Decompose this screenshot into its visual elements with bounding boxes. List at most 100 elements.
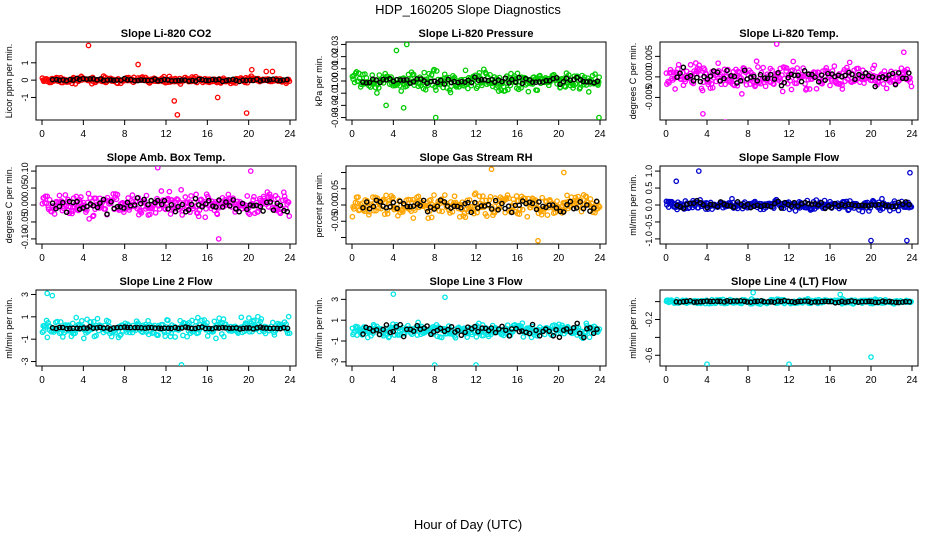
overlay-point (373, 327, 380, 333)
x-tick-label: 8 (745, 253, 751, 264)
data-point (250, 197, 256, 203)
overlay-point (488, 206, 495, 212)
overlay-point (801, 68, 808, 74)
overlay-point (165, 325, 172, 332)
overlay-point (553, 75, 560, 81)
overlay-point (859, 202, 865, 208)
overlay-point (284, 208, 291, 215)
overlay-point (563, 326, 570, 332)
y-tick-label: -0.5 (644, 214, 654, 230)
data-point (86, 215, 93, 222)
overlay-point (387, 329, 394, 336)
data-point (433, 87, 439, 93)
panel-title: Slope Amb. Box Temp. (107, 152, 226, 164)
data-point (152, 209, 159, 216)
overlay-point (94, 325, 100, 331)
overlay-point (869, 74, 876, 80)
x-tick-label: 16 (512, 375, 524, 386)
outlier-point (868, 354, 874, 360)
data-point (205, 195, 212, 201)
y-tick-label: -1.0 (644, 231, 654, 247)
overlay-point (366, 79, 373, 86)
data-point (257, 318, 264, 325)
overlay-point (791, 199, 798, 206)
x-tick-label: 24 (906, 253, 918, 264)
y-axis-label: ml/min per min. (628, 174, 638, 236)
data-point (668, 69, 674, 76)
overlay-point (761, 75, 768, 81)
x-tick-label: 4 (81, 375, 87, 386)
overlay-point (516, 202, 523, 209)
data-point (572, 81, 579, 87)
data-point (285, 199, 292, 206)
overlay-point (798, 78, 805, 85)
overlay-point (708, 201, 714, 208)
overlay-point (526, 330, 533, 337)
data-point (564, 192, 570, 199)
overlay-point (564, 201, 570, 208)
overlay-point (502, 75, 509, 81)
y-tick-label: -0.10 (20, 229, 30, 250)
overlay-point (714, 203, 721, 210)
x-tick-label: 8 (432, 253, 438, 264)
overlay-point (741, 67, 748, 74)
overlay-point (377, 199, 384, 205)
data-point (281, 193, 288, 200)
y-tick-label: 0.005 (644, 45, 654, 68)
overlay-point (410, 328, 417, 334)
series-points (663, 42, 915, 120)
overlay-point (839, 298, 845, 305)
overlay-point (284, 76, 290, 83)
overlay-point (805, 298, 812, 305)
overlay-point (690, 78, 697, 84)
data-point (790, 58, 797, 65)
overlay-point (161, 197, 168, 204)
outlier-point (773, 42, 780, 47)
overlay-point (570, 325, 577, 331)
series-points (39, 290, 293, 366)
data-point (421, 69, 428, 76)
data-point (172, 334, 179, 340)
data-point (269, 319, 276, 326)
outlier-point (269, 68, 276, 75)
data-point (690, 80, 697, 87)
data-point (583, 320, 590, 327)
data-point (516, 211, 523, 217)
overlay-point (533, 206, 540, 213)
overlay-point (424, 323, 430, 329)
data-point (286, 213, 293, 219)
data-point (879, 195, 885, 202)
overlay-point (243, 325, 250, 331)
data-point (73, 314, 80, 321)
overlay-point (138, 77, 144, 83)
data-point (760, 64, 767, 71)
data-point (517, 205, 523, 212)
series-points (39, 42, 293, 118)
y-tick-label: -0.02 (330, 95, 340, 116)
overlay-point (266, 76, 273, 83)
overlay-point (775, 69, 781, 76)
overlay-point (818, 200, 825, 206)
outlier-point (473, 362, 479, 366)
figure-title: HDP_160205 Slope Diagnostics (375, 2, 561, 17)
overlay-point (717, 78, 724, 84)
overlay-point (587, 325, 593, 331)
data-point (462, 67, 469, 74)
data-point (129, 192, 136, 198)
overlay-point (744, 299, 751, 305)
x-tick-label: 0 (349, 253, 355, 264)
overlay-point (724, 297, 731, 304)
overlay-point (400, 200, 407, 207)
data-point (502, 87, 509, 94)
overlay-point (100, 196, 107, 203)
data-point (409, 196, 416, 203)
overlay-point (185, 324, 192, 331)
y-tick-label: 0.00 (330, 72, 340, 90)
x-tick-label: 12 (160, 253, 172, 264)
x-tick-label: 4 (704, 129, 710, 140)
overlay-point (165, 206, 171, 212)
data-point (783, 65, 790, 71)
data-point (266, 191, 273, 198)
data-point (869, 77, 875, 84)
data-point (793, 80, 800, 87)
